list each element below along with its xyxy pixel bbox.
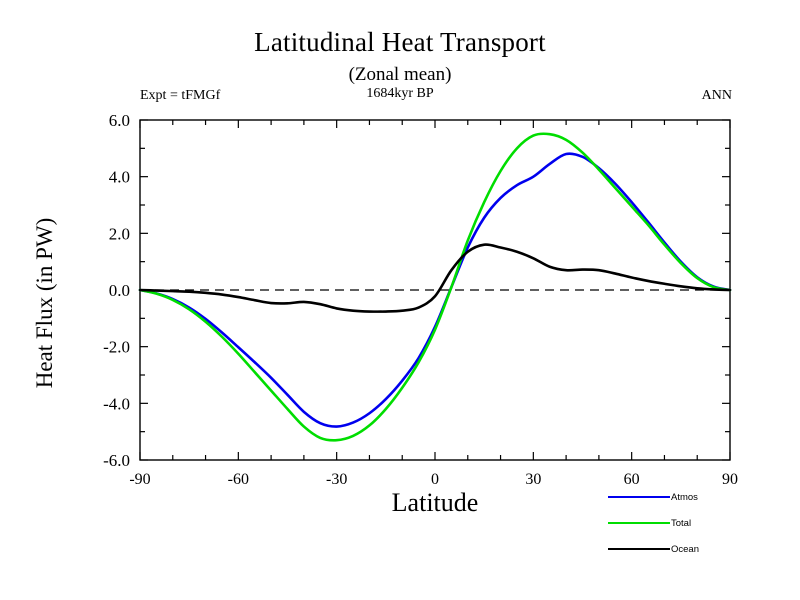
svg-text:0.0: 0.0	[109, 281, 130, 300]
data-series-group	[138, 132, 732, 442]
svg-text:-6.0: -6.0	[103, 451, 130, 470]
legend-swatch-atmos	[608, 496, 670, 498]
legend-item-total[interactable]: Total	[608, 510, 788, 536]
x-axis-title: Latitude	[391, 488, 479, 517]
legend-swatch-ocean	[608, 548, 670, 550]
svg-text:6.0: 6.0	[109, 111, 130, 130]
chart-subtitle: (Zonal mean)	[348, 64, 452, 85]
legend-item-atmos[interactable]: Atmos	[608, 484, 788, 510]
svg-text:-60: -60	[228, 471, 249, 488]
series-line-total	[138, 132, 732, 442]
svg-text:4.0: 4.0	[109, 168, 130, 187]
svg-text:90: 90	[722, 471, 738, 488]
season-annotation: ANN	[701, 88, 732, 103]
svg-text:-30: -30	[326, 471, 347, 488]
svg-text:-4.0: -4.0	[103, 394, 130, 413]
svg-text:-90: -90	[129, 471, 150, 488]
svg-text:30: 30	[525, 471, 541, 488]
experiment-annotation: Expt = tFMGf	[140, 88, 221, 103]
chart-period-annotation: 1684kyr BP	[366, 86, 434, 101]
legend-swatch-total	[608, 522, 670, 524]
series-line-ocean	[138, 243, 732, 313]
legend-label-atmos: Atmos	[671, 491, 698, 503]
legend-label-total: Total	[671, 517, 692, 529]
legend: Atmos Total Ocean	[608, 484, 788, 562]
axis-tick-labels: -90 -60 -30 0 30 60 90 -6.0 -4.0 -2.0 0.0 2.0 4.0 6.0	[103, 111, 738, 488]
legend-label-ocean: Ocean	[671, 543, 699, 555]
axis-ticks	[139, 119, 731, 461]
legend-item-ocean[interactable]: Ocean	[608, 536, 788, 562]
svg-text:60: 60	[624, 471, 640, 488]
svg-text:2.0: 2.0	[109, 224, 130, 243]
svg-text:-2.0: -2.0	[103, 338, 130, 357]
chart-title: Latitudinal Heat Transport	[254, 27, 546, 57]
svg-text:0: 0	[431, 471, 439, 488]
